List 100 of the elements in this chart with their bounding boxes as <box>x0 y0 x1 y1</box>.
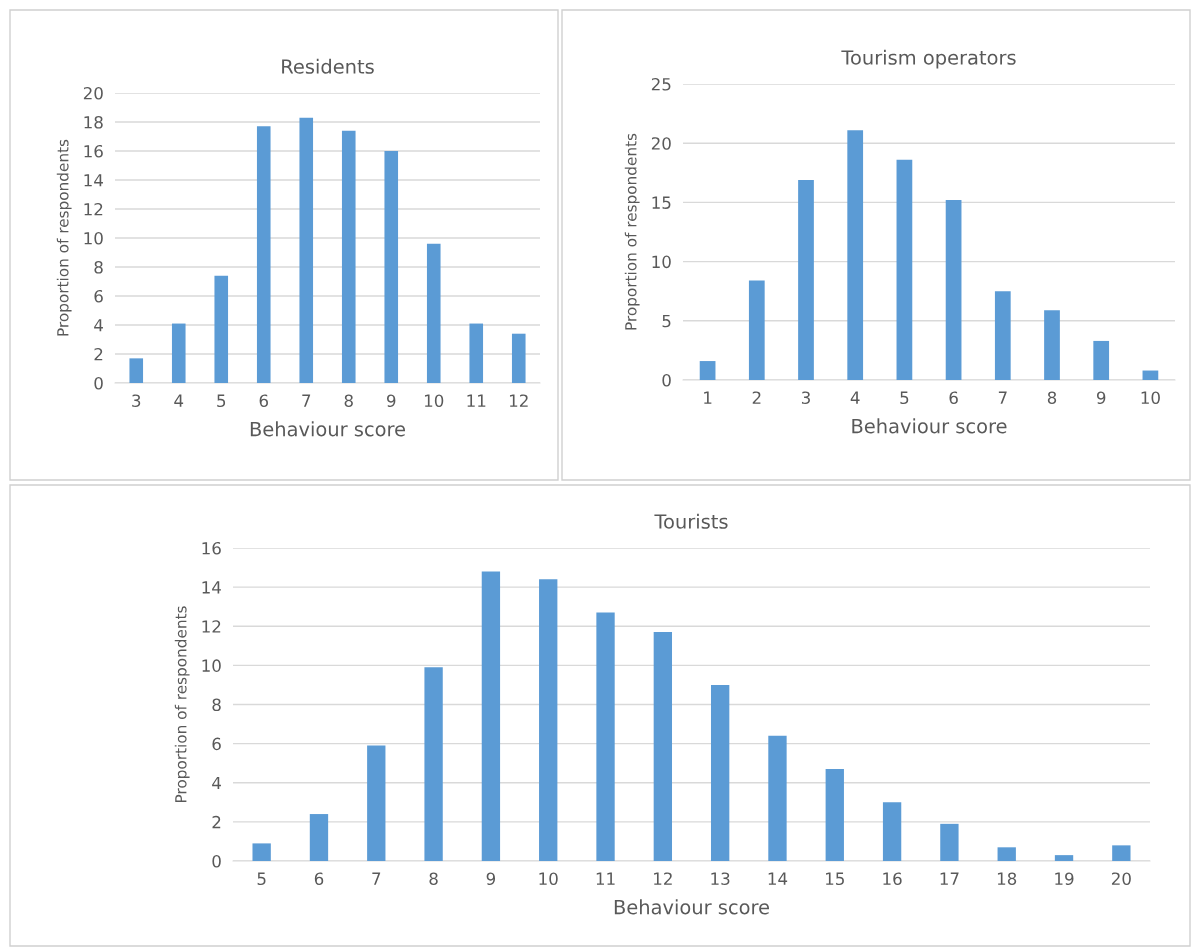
x-tick-label: 8 <box>1047 391 1057 405</box>
y-tick-label: 0 <box>662 373 671 387</box>
bar <box>299 117 314 383</box>
x-tick-label: 10 <box>424 394 444 408</box>
x-tick-label: 9 <box>486 872 496 886</box>
y-tick-label: 10 <box>84 231 103 245</box>
x-tick-label: 9 <box>1096 391 1106 405</box>
y-tick-label: 10 <box>652 255 671 269</box>
y-tick-label: 18 <box>84 115 103 129</box>
x-tick-label: 6 <box>259 394 268 408</box>
bar <box>748 280 765 380</box>
y-tick-label: 12 <box>84 202 103 216</box>
y-tick-label: 0 <box>212 854 221 868</box>
bar <box>882 802 902 861</box>
bar <box>1112 845 1131 861</box>
x-tick-label: 1 <box>704 391 712 404</box>
bar <box>214 275 229 383</box>
chart-title: Tourists <box>654 513 728 529</box>
y-axis-title: Proportion of respondents <box>56 139 72 336</box>
x-tick-label: 5 <box>900 391 909 405</box>
bar <box>710 684 730 861</box>
y-tick-label: 6 <box>212 737 221 751</box>
x-tick-label: 11 <box>467 394 486 407</box>
bar <box>994 291 1011 380</box>
bar <box>798 179 814 380</box>
x-tick-label: 5 <box>257 872 266 886</box>
x-tick-label: 3 <box>132 394 141 408</box>
x-tick-label: 11 <box>596 872 615 885</box>
bar <box>539 579 558 861</box>
x-tick-label: 17 <box>940 872 959 885</box>
bar <box>1093 340 1110 380</box>
bar <box>469 323 484 383</box>
bar <box>424 667 443 861</box>
x-tick-label: 20 <box>1111 872 1131 886</box>
y-tick-label: 14 <box>202 581 221 594</box>
x-tick-label: 7 <box>302 394 311 407</box>
x-tick-label: 19 <box>1055 872 1074 886</box>
bar <box>699 361 716 380</box>
bar <box>384 151 399 383</box>
bar <box>1142 370 1159 380</box>
x-tick-label: 8 <box>429 872 438 886</box>
bar <box>511 333 526 383</box>
x-tick-label: 10 <box>1141 391 1160 405</box>
y-tick-label: 5 <box>662 314 671 328</box>
bar <box>129 358 144 383</box>
y-tick-label: 20 <box>651 137 671 150</box>
y-tick-label: 10 <box>202 659 221 672</box>
y-tick-label: 20 <box>83 86 103 100</box>
y-tick-label: 14 <box>84 174 103 187</box>
x-tick-label: 7 <box>372 872 381 885</box>
bar <box>997 847 1016 861</box>
y-tick-label: 15 <box>652 196 671 209</box>
y-tick-label: 2 <box>94 347 103 361</box>
x-tick-label: 10 <box>539 872 558 886</box>
y-tick-label: 2 <box>212 815 221 829</box>
x-axis-title: Behaviour score <box>852 418 1007 434</box>
x-tick-label: 4 <box>850 391 860 404</box>
bar <box>653 632 673 861</box>
x-tick-label: 2 <box>752 391 761 404</box>
y-axis-title: Proportion of respondents <box>174 606 190 803</box>
y-tick-label: 16 <box>202 541 221 555</box>
x-tick-label: 14 <box>768 872 788 885</box>
bar <box>940 823 959 861</box>
x-tick-label: 6 <box>314 872 324 886</box>
x-axis-title: Behaviour score <box>250 421 406 437</box>
y-axis-title: Proportion of respondents <box>624 133 640 330</box>
bar <box>945 200 962 380</box>
bar <box>847 130 864 380</box>
x-tick-label: 15 <box>826 872 844 886</box>
x-tick-label: 7 <box>998 391 1007 404</box>
x-tick-label: 6 <box>949 391 958 405</box>
x-tick-label: 8 <box>344 394 353 408</box>
y-tick-label: 6 <box>94 289 103 303</box>
x-tick-label: 3 <box>801 391 810 405</box>
y-tick-label: 4 <box>94 319 103 332</box>
bar <box>171 323 186 383</box>
x-tick-label: 9 <box>387 394 396 408</box>
bar <box>596 612 615 861</box>
x-tick-label: 18 <box>997 872 1017 886</box>
bar <box>367 745 386 861</box>
bar <box>1054 855 1074 861</box>
bar <box>825 769 844 861</box>
y-tick-label: 8 <box>94 260 103 274</box>
bar <box>256 126 271 383</box>
x-tick-label: 13 <box>711 872 730 886</box>
chart-title: Tourism operators <box>841 49 1016 69</box>
y-tick-label: 25 <box>651 77 671 91</box>
y-tick-label: 12 <box>202 620 221 633</box>
y-tick-label: 16 <box>84 144 103 158</box>
x-tick-label: 4 <box>174 394 184 407</box>
bar <box>1044 310 1060 380</box>
bar <box>252 843 271 861</box>
bar <box>768 735 787 861</box>
x-tick-label: 16 <box>883 872 902 886</box>
y-tick-label: 0 <box>94 376 103 390</box>
x-tick-label: 12 <box>509 394 528 407</box>
bar <box>896 159 913 380</box>
bar <box>481 571 501 861</box>
chart-title: Residents <box>282 58 374 74</box>
y-tick-label: 8 <box>212 698 221 712</box>
